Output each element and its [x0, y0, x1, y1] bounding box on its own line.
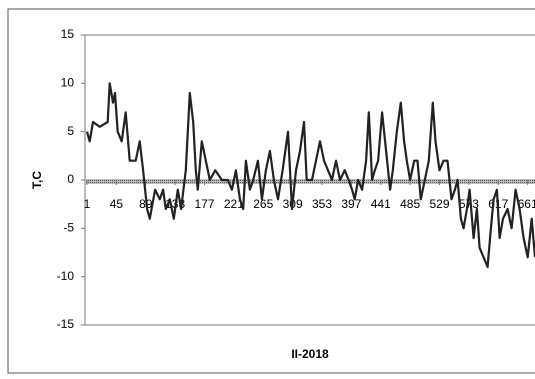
x-tick-label: 573 [459, 197, 479, 211]
x-tick-label: 397 [341, 197, 361, 211]
line-series [85, 82, 535, 269]
x-tick-label: 1 [84, 197, 91, 211]
x-tick-label: 485 [400, 197, 420, 211]
x-tick-label: 177 [194, 197, 214, 211]
x-tick-label: 441 [371, 197, 391, 211]
x-tick-label: 661 [518, 197, 535, 211]
chart-frame [7, 8, 535, 374]
y-axis-label: T,C [30, 171, 44, 189]
y-tick-label: 15 [61, 27, 75, 41]
x-tick-label: 529 [430, 197, 450, 211]
x-tick-label: 265 [253, 197, 273, 211]
y-tick-label: 10 [61, 76, 75, 90]
y-tick-label: 0 [67, 172, 74, 186]
y-tick-label: -15 [57, 317, 75, 331]
y-tick-label: -10 [57, 269, 75, 283]
y-tick-label: 5 [67, 124, 74, 138]
y-tick-label: -5 [63, 221, 74, 235]
x-tick-label: 353 [312, 197, 332, 211]
x-tick-label: 45 [110, 197, 124, 211]
x-axis-band [85, 179, 535, 184]
x-tick-label: 221 [224, 197, 244, 211]
x-axis-title: II-2018 [291, 347, 329, 361]
